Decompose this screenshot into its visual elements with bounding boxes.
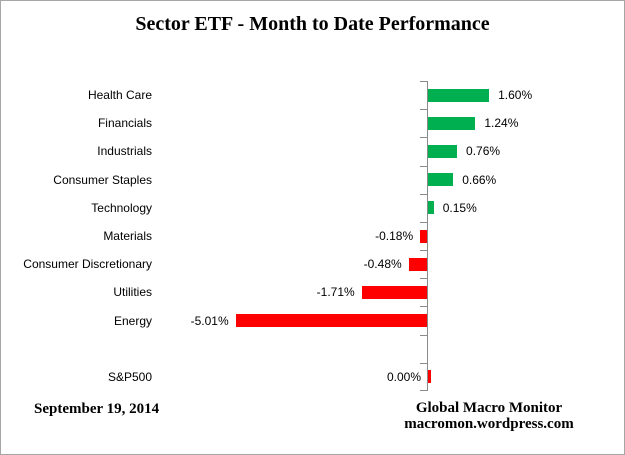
chart-title: Sector ETF - Month to Date Performance bbox=[135, 13, 490, 35]
category-label: Consumer Staples bbox=[53, 172, 152, 187]
value-label: 1.24% bbox=[484, 116, 519, 131]
data-bar bbox=[420, 229, 427, 243]
category-label: S&P500 bbox=[107, 369, 152, 384]
category-label: Technology bbox=[91, 200, 152, 215]
data-bar bbox=[235, 314, 427, 328]
axis-tick bbox=[420, 278, 428, 280]
category-label: Health Care bbox=[87, 88, 152, 103]
axis-tick bbox=[420, 306, 428, 308]
date-label: September 19, 2014 bbox=[34, 401, 160, 417]
data-bar bbox=[428, 116, 476, 130]
category-label: Financials bbox=[97, 116, 152, 131]
data-bar bbox=[428, 144, 458, 158]
value-label: 0.15% bbox=[442, 200, 477, 215]
category-label: Energy bbox=[113, 313, 152, 328]
value-label: 0.66% bbox=[462, 172, 497, 187]
attribution-title: Global Macro Monitor bbox=[415, 400, 563, 416]
axis-tick bbox=[420, 390, 428, 391]
axis-tick bbox=[420, 221, 428, 223]
attribution-url: macromon.wordpress.com bbox=[404, 416, 574, 432]
category-label: Utilities bbox=[113, 285, 152, 300]
value-label: 0.00% bbox=[386, 369, 421, 384]
axis-tick bbox=[420, 109, 428, 111]
value-label: 0.76% bbox=[466, 144, 501, 159]
value-label: -1.71% bbox=[316, 285, 355, 300]
data-bar bbox=[408, 257, 427, 271]
data-bar bbox=[361, 285, 427, 299]
axis-tick bbox=[420, 137, 428, 139]
value-label: -5.01% bbox=[190, 313, 229, 328]
data-bar bbox=[428, 88, 490, 102]
axis-tick bbox=[420, 250, 428, 252]
axis-tick bbox=[420, 193, 428, 195]
axis-tick bbox=[420, 165, 428, 167]
data-bar bbox=[428, 370, 431, 384]
value-label: -0.48% bbox=[363, 257, 402, 272]
category-label: Materials bbox=[103, 228, 152, 243]
data-bar bbox=[428, 201, 434, 215]
axis-tick bbox=[420, 334, 428, 336]
axis-tick bbox=[420, 81, 428, 82]
axis-tick bbox=[420, 362, 428, 364]
category-label: Industrials bbox=[97, 144, 152, 159]
category-label: Consumer Discretionary bbox=[23, 257, 152, 272]
value-axis bbox=[427, 81, 428, 391]
attribution-block: Global Macro Monitor macromon.wordpress.… bbox=[394, 400, 584, 432]
value-label: -0.18% bbox=[375, 228, 414, 243]
data-bar bbox=[428, 173, 454, 187]
plot-area: Health Care 1.60% Financials 1.24% Industria… bbox=[1, 81, 624, 391]
value-label: 1.60% bbox=[498, 88, 533, 103]
